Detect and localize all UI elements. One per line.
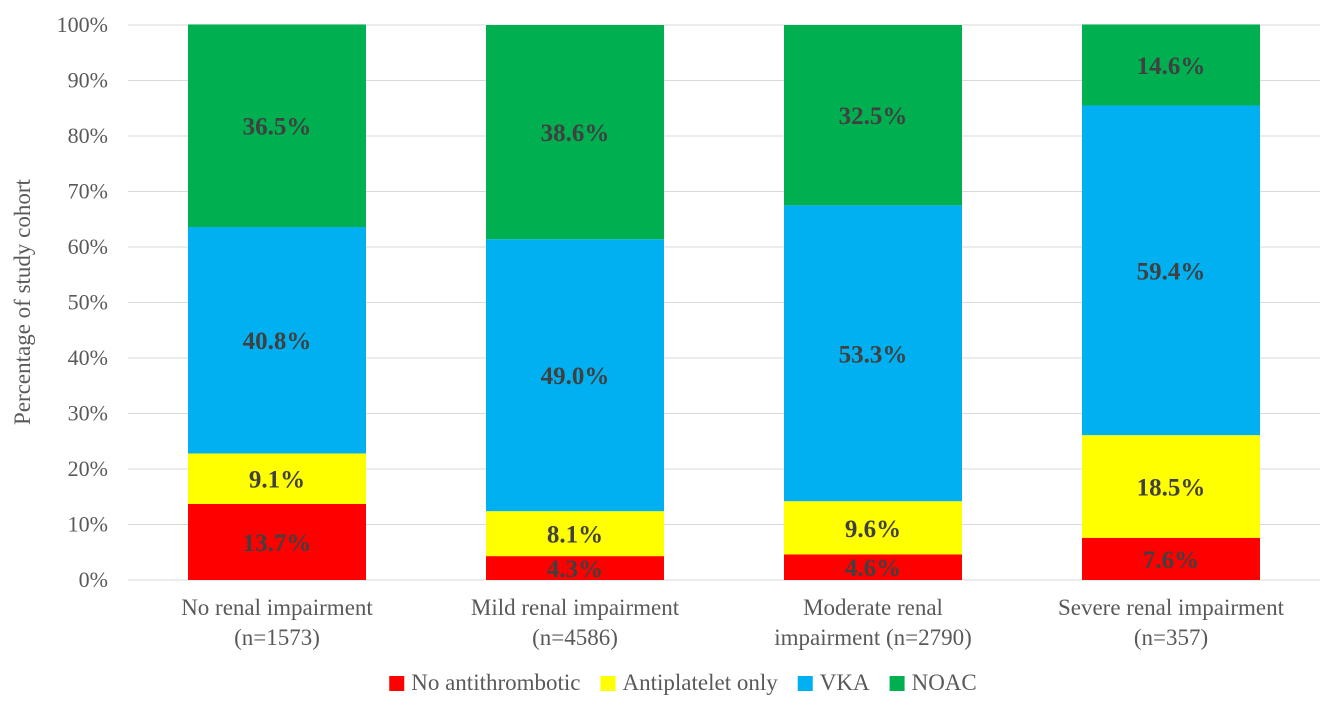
bar-segment [188,227,366,454]
category-label: Mild renal impairment [471,595,680,620]
y-axis-title: Percentage of study cohort [10,178,35,425]
data-label: 9.6% [845,516,901,543]
y-tick-label: 20% [68,456,108,481]
legend-swatch [797,676,813,691]
legend-swatch [889,676,905,691]
legend-swatch [600,676,616,691]
bar-segment [486,556,664,580]
bar-segment [784,554,962,580]
legend-swatch [389,676,405,691]
legend-label: Antiplatelet only [623,670,779,695]
data-label: 49.0% [541,363,610,390]
data-label: 14.6% [1137,53,1206,80]
legend-label: No antithrombotic [411,670,580,695]
category-label: (n=1573) [234,625,320,650]
category-label: Severe renal impairment [1058,595,1285,620]
category-label: Moderate renal [803,595,943,620]
bar-segment [188,24,366,228]
data-label: 9.1% [249,467,305,494]
legend-label: VKA [820,670,870,695]
data-label: 40.8% [243,328,312,355]
bar-segment [486,25,664,240]
y-tick-label: 60% [68,234,108,259]
data-label: 13.7% [243,530,312,557]
y-axis: 0% 10% 20% 30% 40% 50% 60% 70% 80% 90% 100% [57,12,108,592]
data-label: 8.1% [547,522,603,549]
bar-segment [486,239,664,512]
data-label: 59.4% [1137,258,1206,285]
bars [188,24,1260,580]
y-tick-label: 70% [68,179,108,204]
data-label: 53.3% [839,341,908,368]
bar-segment [188,503,366,580]
y-tick-label: 0% [79,567,108,592]
category-label: (n=4586) [532,625,618,650]
data-label: 38.6% [541,120,610,147]
bar-segment [1082,24,1260,106]
category-label: (n=357) [1134,625,1208,650]
data-label: 4.6% [845,555,901,582]
bar-segment [784,205,962,502]
data-label: 4.3% [547,556,603,583]
bar-segment [188,453,366,504]
bar-segment [1082,435,1260,538]
data-label: 32.5% [839,103,908,130]
bar-segment [486,511,664,557]
legend-label: NOAC [912,670,977,695]
category-labels: No renal impairment (n=1573) Mild renal im… [181,595,1284,650]
y-tick-label: 90% [68,68,108,93]
y-tick-label: 50% [68,290,108,315]
y-tick-label: 80% [68,123,108,148]
y-tick-label: 40% [68,345,108,370]
y-tick-label: 10% [68,512,108,537]
data-labels: 13.7% 9.1% 40.8% 36.5% 4.3% 8.1% 49.0% 38.6% 4.6… [243,53,1206,583]
y-tick-label: 100% [57,12,108,37]
category-label: impairment (n=2790) [774,625,972,650]
bar-segment [784,25,962,206]
category-label: No renal impairment [181,595,373,620]
legend: No antithrombotic Antiplatelet only VKA NOA… [389,670,977,695]
data-label: 7.6% [1143,547,1199,574]
y-tick-label: 30% [68,401,108,426]
bar-segment [1082,105,1260,436]
bar-segment [1082,537,1260,580]
data-label: 18.5% [1137,474,1206,501]
bar-segment [784,501,962,555]
data-label: 36.5% [243,114,312,141]
